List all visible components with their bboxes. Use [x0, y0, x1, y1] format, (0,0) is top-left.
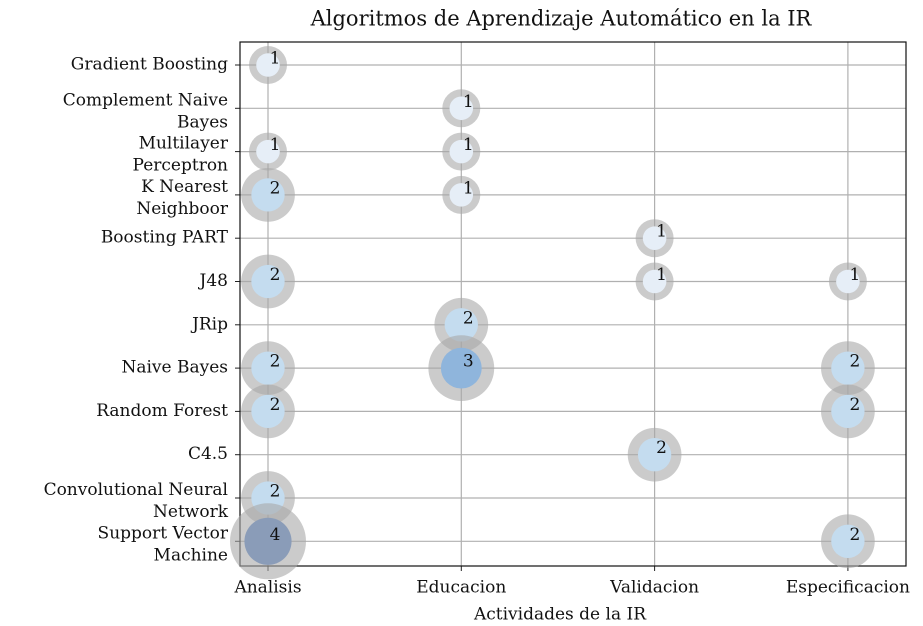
bubble [241, 168, 295, 222]
data-label: 1 [463, 135, 474, 155]
y-tick-label: Support Vector Machine [98, 523, 229, 565]
chart-title: Algoritmos de Aprendizaje Automático en … [310, 7, 813, 31]
bubble-core [444, 308, 478, 342]
bubble [635, 262, 674, 301]
bubble [442, 132, 481, 171]
x-tick-label: Especificacion [786, 578, 910, 598]
bubble-core [251, 264, 285, 299]
data-label: 2 [849, 352, 860, 372]
data-label: 4 [270, 525, 281, 545]
bubble [821, 384, 875, 439]
data-label: 2 [270, 265, 281, 285]
x-axis-label: Actividades de la IR [473, 605, 647, 625]
bubble [230, 503, 306, 580]
bubble [249, 132, 287, 171]
y-tick-label: Boosting PART [101, 228, 229, 248]
y-tick-label: Gradient Boosting [71, 55, 228, 75]
bubble-core [440, 347, 482, 389]
data-label: 2 [270, 352, 281, 372]
bubble [821, 514, 875, 569]
bubble-core [256, 53, 280, 77]
data-label: 2 [270, 482, 281, 502]
bubble-core [251, 394, 285, 429]
y-tick-label: Multilayer Perceptron [133, 133, 229, 175]
bubble-core [251, 351, 285, 385]
bubble-core [831, 524, 865, 558]
data-label: 1 [463, 178, 474, 198]
y-tick-label: Naive Bayes [121, 358, 228, 378]
bubble [627, 427, 682, 482]
data-label: 2 [270, 395, 281, 415]
y-tick-label: Random Forest [96, 401, 228, 421]
bubble-core [637, 438, 672, 472]
bubble [249, 46, 287, 84]
bubble-core [836, 269, 860, 294]
x-tick-label: Validacion [609, 578, 699, 598]
y-tick-label: Complement Naive Bayes [63, 90, 228, 132]
bubble [821, 341, 875, 395]
data-label: 2 [656, 438, 667, 458]
data-label: 3 [463, 352, 474, 372]
bubble-core [256, 139, 280, 164]
bubble [428, 335, 495, 402]
bubble-core [449, 183, 474, 207]
bubble [241, 341, 295, 395]
data-label: 2 [849, 395, 860, 415]
plot-frame [239, 41, 907, 567]
bubble-core [449, 96, 474, 121]
data-label: 1 [463, 92, 474, 112]
data-label: 2 [849, 525, 860, 545]
y-tick-label: Convolutional Neural Network [44, 480, 229, 522]
y-tick-label: K Nearest Neighboor [136, 176, 229, 218]
y-tick-label: JRip [190, 314, 228, 334]
bubble [635, 219, 674, 258]
data-label: 1 [849, 265, 860, 285]
bubble [241, 384, 295, 439]
bubble-core [244, 517, 292, 565]
x-tick-label: Analisis [233, 578, 301, 598]
bubble [241, 254, 295, 309]
bubble-core [642, 269, 667, 294]
data-label: 2 [463, 308, 474, 328]
bubble [442, 175, 481, 214]
y-tick-label: C4.5 [188, 444, 228, 464]
y-tick-label: J48 [198, 271, 228, 291]
bubble [828, 262, 867, 301]
bubble-core [642, 226, 667, 250]
bubble-core [831, 394, 865, 429]
bubble-core [251, 178, 285, 212]
data-label: 2 [270, 178, 281, 198]
bubble [442, 89, 481, 128]
data-label: 1 [656, 222, 667, 242]
x-tick-label: Educacion [416, 578, 506, 598]
data-label: 1 [656, 265, 667, 285]
data-label: 1 [270, 135, 281, 155]
data-label: 1 [270, 49, 281, 69]
bubble-core [449, 139, 474, 164]
bubble-core [831, 351, 865, 385]
